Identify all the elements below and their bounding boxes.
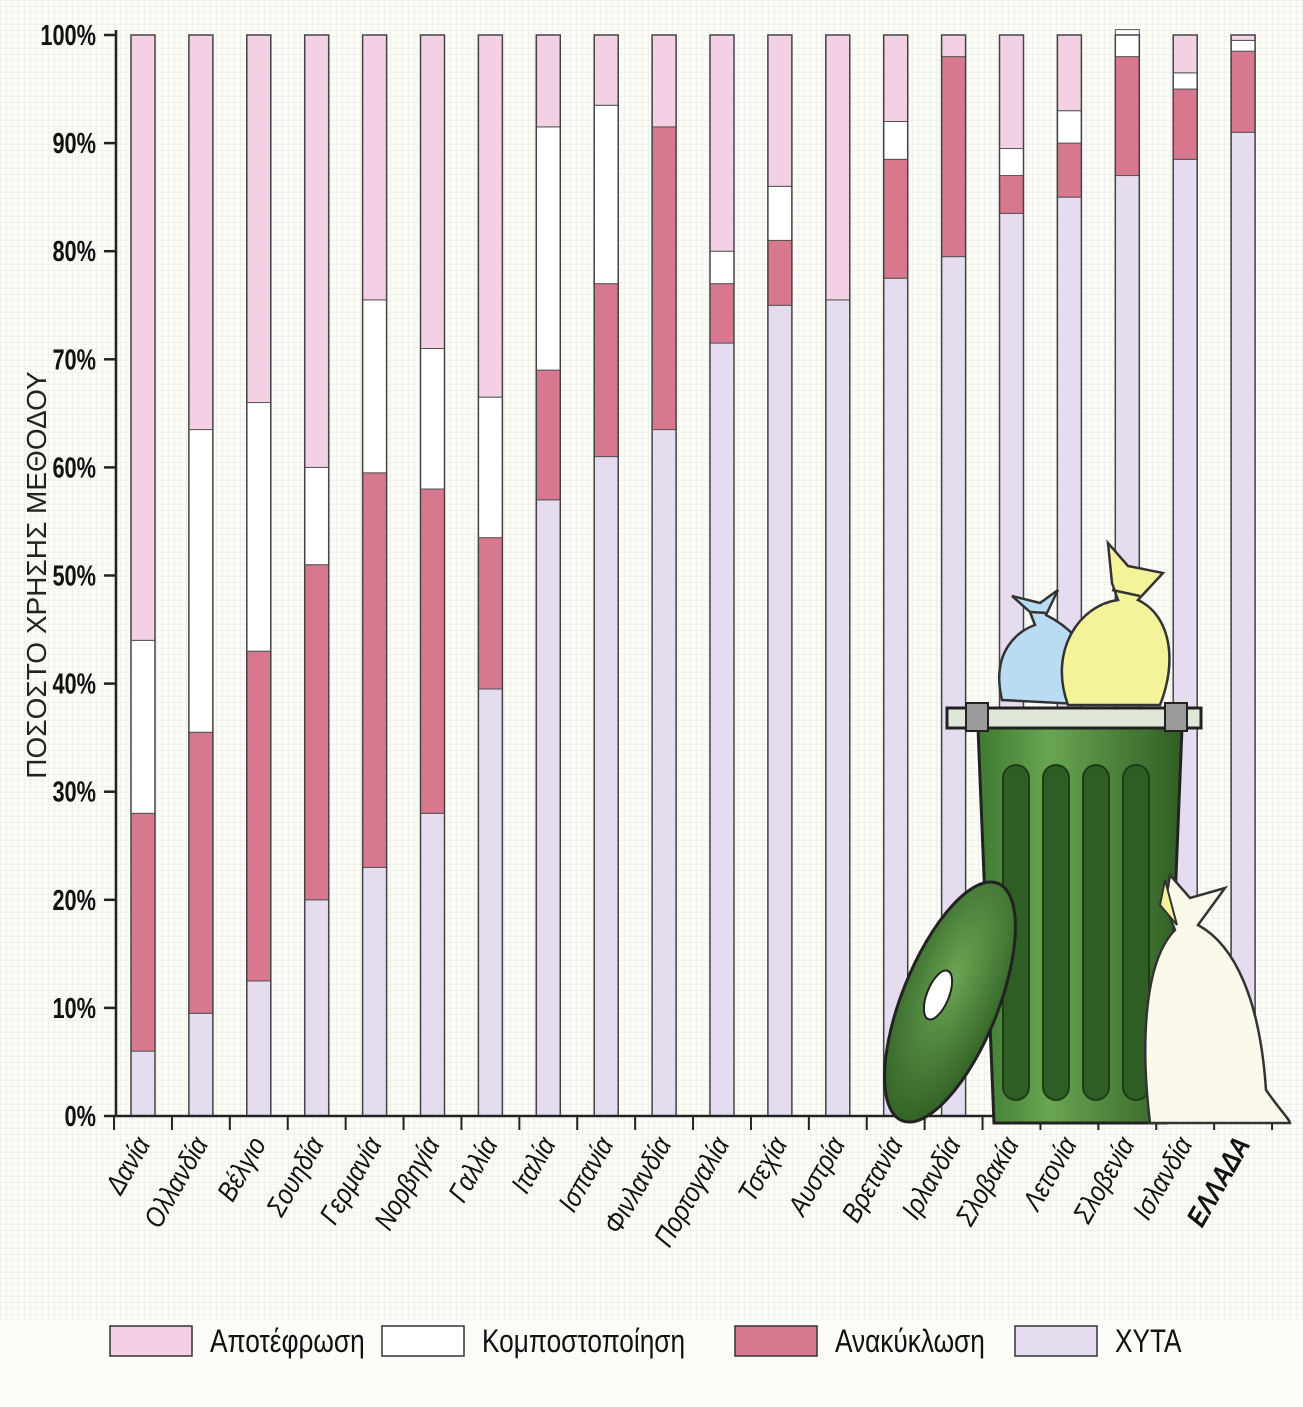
bar-segment-Ανακύκλωση — [362, 472, 388, 868]
bar-segment-Αποτέφρωση — [651, 34, 677, 128]
bar-segment-Αποτέφρωση — [362, 34, 388, 301]
garbage-bag-white-icon — [1144, 872, 1292, 1125]
y-tick-label: 70% — [52, 344, 96, 376]
legend-swatch — [109, 1325, 193, 1357]
y-tick-label: 80% — [52, 236, 96, 268]
bar-segment-Αποτέφρωση — [535, 34, 561, 128]
bar-segment-ΧΥΤΑ — [130, 1050, 156, 1117]
bar-segment-Ανακύκλωση — [651, 126, 677, 431]
bar-segment-Ανακύκλωση — [420, 488, 445, 814]
bar-segment-Ανακύκλωση — [1114, 56, 1140, 177]
bar-segment-Κομποστοποίηση — [304, 466, 330, 566]
bar-segment-Αποτέφρωση — [709, 34, 735, 252]
bar-segment-Αποτέφρωση — [941, 34, 967, 58]
legend: Αποτέφρωση Κομποστοποίηση Ανακύκλωση ΧΥΤΑ — [109, 1325, 1182, 1360]
bar-segment-Ανακύκλωση — [477, 537, 503, 690]
bar-segment-Αποτέφρωση — [130, 34, 156, 641]
bar-segment-ΧΥΤΑ — [709, 342, 735, 1117]
bar-segment-Αποτέφρωση — [767, 34, 793, 187]
bar-segment-Ανακύκλωση — [246, 650, 272, 982]
bar-segment-Ανακύκλωση — [188, 731, 214, 1014]
bar-segment-ΧΥΤΑ — [420, 812, 445, 1117]
bar-segment-Ανακύκλωση — [941, 56, 967, 258]
bar-segment-Κομποστοποίηση — [1056, 110, 1082, 144]
garbage-bag-yellow-icon — [1060, 539, 1171, 707]
y-tick-label: 30% — [52, 777, 96, 809]
bar-segment-Αποτέφρωση — [188, 34, 214, 431]
trash-illustration — [883, 539, 1292, 1125]
bar-segment-Αποτέφρωση — [593, 34, 619, 106]
bar-segment-ΧΥΤΑ — [304, 899, 330, 1117]
bar-segment-Ανακύκλωση — [1172, 88, 1198, 160]
bar-segment-ΧΥΤΑ — [246, 980, 272, 1117]
bar-segment-Ανακύκλωση — [709, 283, 735, 344]
bar-segment-ΧΥΤΑ — [767, 304, 793, 1117]
legend-swatch — [381, 1325, 465, 1357]
bar-segment-Αποτέφρωση — [420, 34, 445, 349]
trash-lid-icon — [883, 880, 1017, 1124]
bar-segment-Ανακύκλωση — [767, 239, 793, 306]
bar-segment-Κομποστοποίηση — [420, 347, 445, 490]
legend-label: Κομποστοποίηση — [482, 1325, 685, 1360]
bar-segment-ΧΥΤΑ — [362, 866, 388, 1117]
bar-segment-Κομποστοποίηση — [362, 299, 388, 474]
bar-segment-Κομποστοποίηση — [246, 402, 272, 652]
bar-segment-Κομποστοποίηση — [188, 429, 214, 733]
bar-segment-Αποτέφρωση — [825, 34, 851, 301]
bar-segment-Κομποστοποίηση — [767, 185, 793, 241]
bar-segment-ΧΥΤΑ — [477, 688, 503, 1117]
bar-segment-Αποτέφρωση — [477, 34, 503, 398]
bar-segment-Ανακύκλωση — [1230, 50, 1256, 133]
bar-segment-Κομποστοποίηση — [1114, 29, 1140, 58]
bar-segment-Κομποστοποίηση — [1230, 39, 1256, 52]
bar-segment-ΧΥΤΑ — [825, 299, 851, 1117]
bar-segment-ΧΥΤΑ — [535, 499, 561, 1117]
y-axis-title: ΠΟΣΟΣΤΟ ΧΡΗΣΗΣ ΜΕΘΟΔΟΥ — [21, 371, 52, 779]
y-tick-label: 0% — [65, 1101, 97, 1133]
bar-segment-Αποτέφρωση — [999, 34, 1024, 150]
bar-segment-Κομποστοποίηση — [477, 396, 503, 539]
bar-segment-Αποτέφρωση — [1056, 34, 1082, 112]
legend-swatch — [1014, 1325, 1098, 1357]
y-tick-label: 50% — [52, 561, 96, 593]
bar-segment-Αποτέφρωση — [1230, 34, 1256, 41]
bar-segment-Αποτέφρωση — [304, 34, 330, 468]
y-tick-label: 90% — [52, 128, 96, 160]
legend-swatch — [734, 1325, 818, 1357]
y-tick-label: 100% — [40, 20, 96, 52]
bar-segment-Κομποστοποίηση — [130, 639, 156, 814]
bar-segment-Αποτέφρωση — [246, 34, 272, 404]
y-tick-label: 20% — [52, 885, 96, 917]
bar-segment-Ανακύκλωση — [883, 158, 909, 279]
bar-segment-Ανακύκλωση — [535, 369, 561, 501]
bar-segment-Κομποστοποίηση — [999, 148, 1024, 177]
bar-segment-Αποτέφρωση — [1172, 34, 1198, 74]
bar-segment-Ανακύκλωση — [999, 175, 1024, 214]
y-tick-label: 40% — [52, 669, 96, 701]
bar-segment-Ανακύκλωση — [1056, 142, 1082, 198]
bar-segment-ΧΥΤΑ — [593, 456, 619, 1117]
bar-segment-Ανακύκλωση — [304, 564, 330, 901]
bar-segment-Ανακύκλωση — [593, 283, 619, 458]
bar-segment-Κομποστοποίηση — [883, 120, 909, 160]
bar-segment-Κομποστοποίηση — [709, 250, 735, 285]
legend-label: Ανακύκλωση — [835, 1325, 985, 1360]
bar-segment-Κομποστοποίηση — [593, 104, 619, 285]
legend-label: ΧΥΤΑ — [1115, 1325, 1182, 1360]
y-axis: 0% 10% 20% 30% 40% 50% 60% 70% 80% 90% 100% — [40, 20, 118, 1133]
trash-can-icon — [945, 702, 1203, 1125]
bar-segment-Αποτέφρωση — [883, 34, 909, 122]
bar-segment-ΧΥΤΑ — [188, 1012, 214, 1117]
bar-segment-ΧΥΤΑ — [651, 429, 677, 1117]
bar-segment-Κομποστοποίηση — [535, 126, 561, 371]
bar-segment-Κομποστοποίηση — [1172, 72, 1198, 90]
y-tick-label: 10% — [52, 993, 96, 1025]
y-tick-label: 60% — [52, 453, 96, 485]
legend-label: Αποτέφρωση — [210, 1325, 365, 1360]
bar-segment-Ανακύκλωση — [130, 812, 156, 1052]
